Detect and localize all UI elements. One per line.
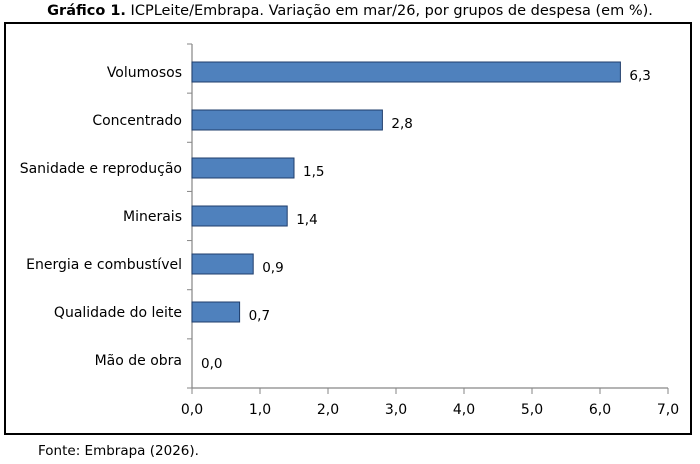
x-tick-label: 3,0 — [385, 402, 407, 418]
bar — [191, 253, 254, 275]
data-label: 1,5 — [303, 164, 324, 180]
bar — [191, 301, 241, 323]
chart-frame: 0,0 1,0 2,0 3,0 4,0 5,0 6,0 7,0 Volumosos 6,3 Conc… — [4, 22, 692, 435]
source-note: Fonte: Embrapa (2026). — [38, 443, 199, 459]
data-label: 2,8 — [391, 116, 412, 132]
bar — [191, 205, 288, 227]
x-tick-label: 7,0 — [657, 402, 679, 418]
caption-prefix: Gráfico 1. — [47, 3, 126, 19]
data-label: 1,4 — [296, 212, 317, 228]
data-label: 0,0 — [201, 356, 222, 372]
data-label: 0,7 — [249, 308, 270, 324]
chart-caption: Gráfico 1. ICPLeite/Embrapa. Variação em… — [0, 1, 700, 21]
category-label: Mão de obra — [95, 353, 182, 369]
category-label: Energia e combustível — [26, 257, 182, 273]
category-label: Volumosos — [107, 65, 182, 81]
category-label: Concentrado — [92, 113, 182, 129]
category-label: Sanidade e reprodução — [20, 161, 182, 177]
caption-text: ICPLeite/Embrapa. Variação em mar/26, po… — [130, 3, 653, 19]
data-label: 0,9 — [262, 260, 283, 276]
bar-chart: 0,0 1,0 2,0 3,0 4,0 5,0 6,0 7,0 Volumosos 6,3 Conc… — [20, 43, 679, 418]
x-tick-label: 0,0 — [181, 402, 203, 418]
bar — [191, 109, 383, 131]
bar — [191, 157, 295, 179]
bar — [191, 61, 621, 83]
x-tick-label: 6,0 — [589, 402, 611, 418]
x-tick-label: 1,0 — [249, 402, 271, 418]
x-tick-label: 4,0 — [453, 402, 475, 418]
data-label: 6,3 — [629, 68, 650, 84]
x-tick-label: 2,0 — [317, 402, 339, 418]
x-tick-label: 5,0 — [521, 402, 543, 418]
category-label: Minerais — [123, 209, 182, 225]
category-label: Qualidade do leite — [54, 305, 182, 321]
